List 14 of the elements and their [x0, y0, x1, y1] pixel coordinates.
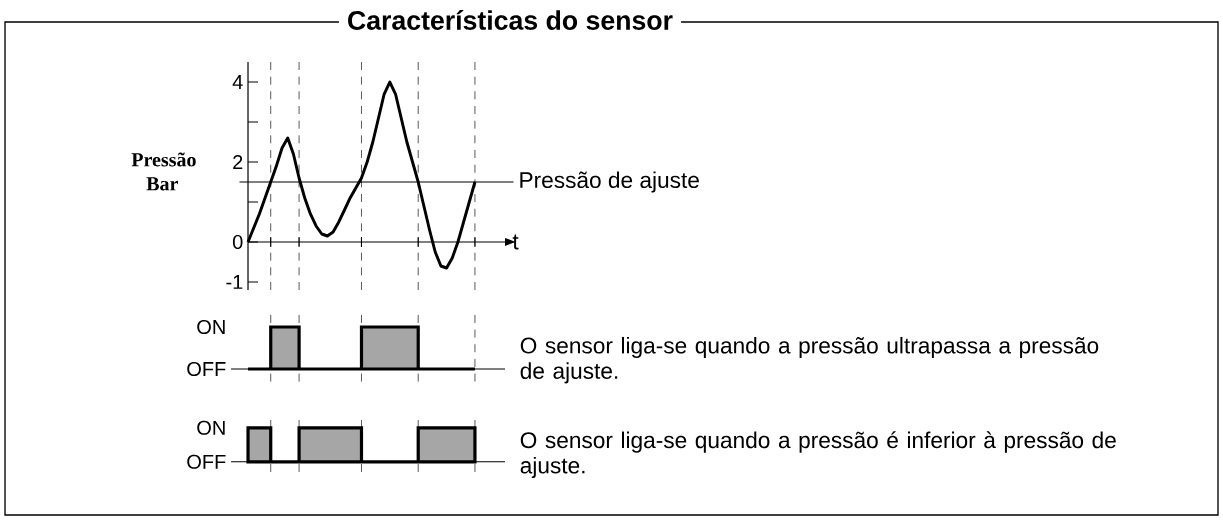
text: ON [197, 420, 225, 435]
x-axis-title: t [512, 234, 519, 250]
text: OFF [187, 361, 226, 377]
text: O sensor liga-se quando a pressão é inferior à pressão de ajuste. [520, 431, 1116, 479]
ref-line-label: Pressão de ajuste [520, 171, 699, 193]
y-tick-label: 2 [233, 155, 243, 169]
y-tick-label: 4 [232, 75, 243, 89]
y-tick-label: 0 [232, 234, 243, 250]
text: OFF [187, 454, 226, 469]
text: O sensor liga-se quando a pressão ultrapassa a pressão de ajuste. [520, 336, 1099, 384]
y-tick-label: -1 [226, 275, 243, 289]
y-axis-title: Pressão Bar [131, 152, 196, 191]
text: ON [197, 319, 225, 335]
chart-title: Características do sensor [348, 10, 673, 30]
